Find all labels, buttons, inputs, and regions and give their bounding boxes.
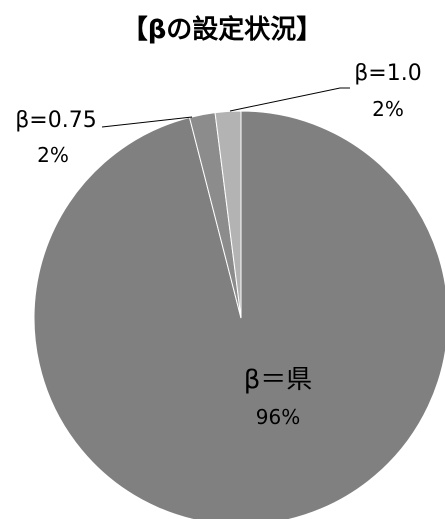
- slice-beta-ken: [33, 110, 445, 519]
- label-beta-10-pct: 2%: [372, 97, 404, 121]
- label-beta-075-pct: 2%: [37, 143, 69, 167]
- label-beta-ken-pct: 96%: [256, 405, 300, 429]
- label-beta-ken-name: β＝県: [244, 365, 313, 395]
- label-beta-075-name: β=0.75: [15, 108, 96, 133]
- pie-slices: [33, 110, 445, 519]
- leader-line-beta-075: [101, 116, 193, 128]
- leader-line-beta-10: [229, 87, 350, 112]
- chart-title: 【βの設定状況】: [122, 14, 323, 45]
- label-beta-10-name: β=1.0: [354, 61, 421, 86]
- slice-beta-10: [214, 110, 242, 319]
